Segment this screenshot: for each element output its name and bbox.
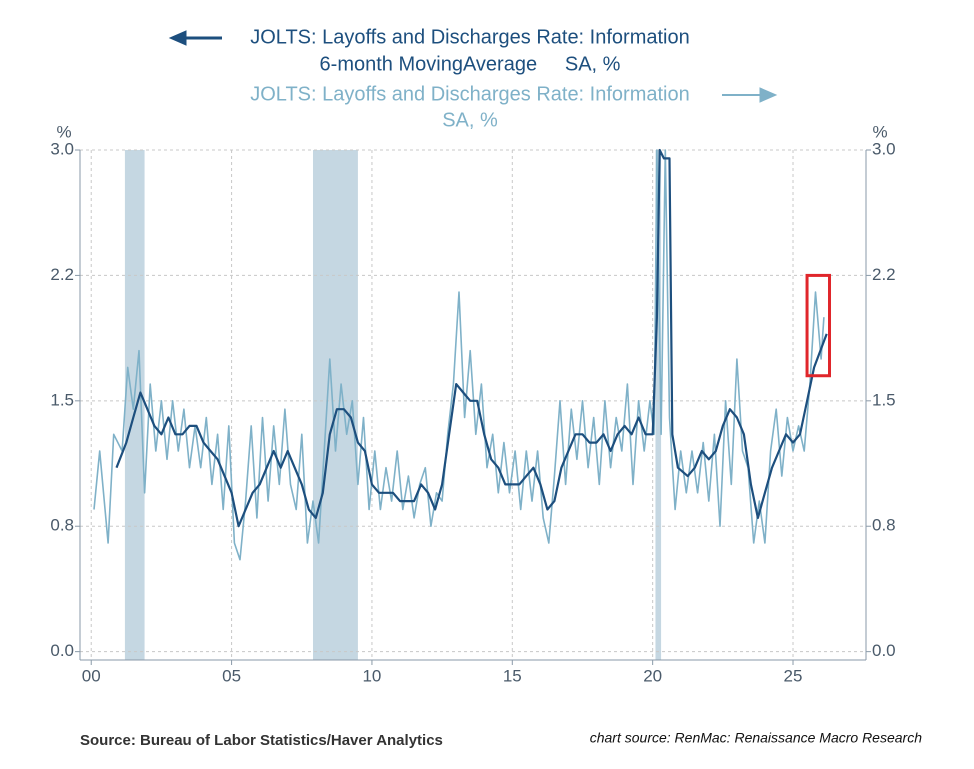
- y2-tick-label: 0.0: [872, 641, 896, 660]
- recession-band: [124, 150, 145, 660]
- x-tick-label: 00: [82, 666, 101, 685]
- y2-axis-label: %: [872, 122, 887, 141]
- y-tick-label: 1.5: [50, 390, 74, 409]
- x-tick-label: 05: [222, 666, 241, 685]
- recession-band: [312, 150, 358, 660]
- x-tick-label: 20: [643, 666, 662, 685]
- legend-label: JOLTS: Layoffs and Discharges Rate: Info…: [250, 83, 689, 105]
- y-tick-label: 0.0: [50, 641, 74, 660]
- x-tick-label: 25: [784, 666, 803, 685]
- y2-tick-label: 2.2: [872, 265, 896, 284]
- legend-arrow: [722, 87, 778, 103]
- series-line: [115, 148, 828, 528]
- legend-label: 6-month MovingAverage SA, %: [320, 53, 621, 75]
- y-tick-label: 0.8: [50, 516, 74, 535]
- highlight-box: [805, 273, 832, 378]
- legend-arrow: [168, 30, 222, 46]
- x-tick-label: 15: [503, 666, 522, 685]
- y-tick-label: 2.2: [50, 265, 74, 284]
- y2-tick-label: 3.0: [872, 139, 896, 158]
- recession-band: [655, 150, 662, 660]
- y-axis-label: %: [56, 122, 71, 141]
- y2-tick-label: 1.5: [872, 390, 896, 409]
- credit: chart source: RenMac: Renaissance Macro …: [590, 730, 922, 746]
- series-line: [93, 149, 825, 561]
- legend-label: JOLTS: Layoffs and Discharges Rate: Info…: [250, 26, 689, 48]
- legend-label: SA, %: [442, 109, 498, 131]
- x-tick-label: 10: [362, 666, 381, 685]
- source: Source: Bureau of Labor Statistics/Haver…: [80, 732, 443, 749]
- y2-tick-label: 0.8: [872, 516, 896, 535]
- y-tick-label: 3.0: [50, 139, 74, 158]
